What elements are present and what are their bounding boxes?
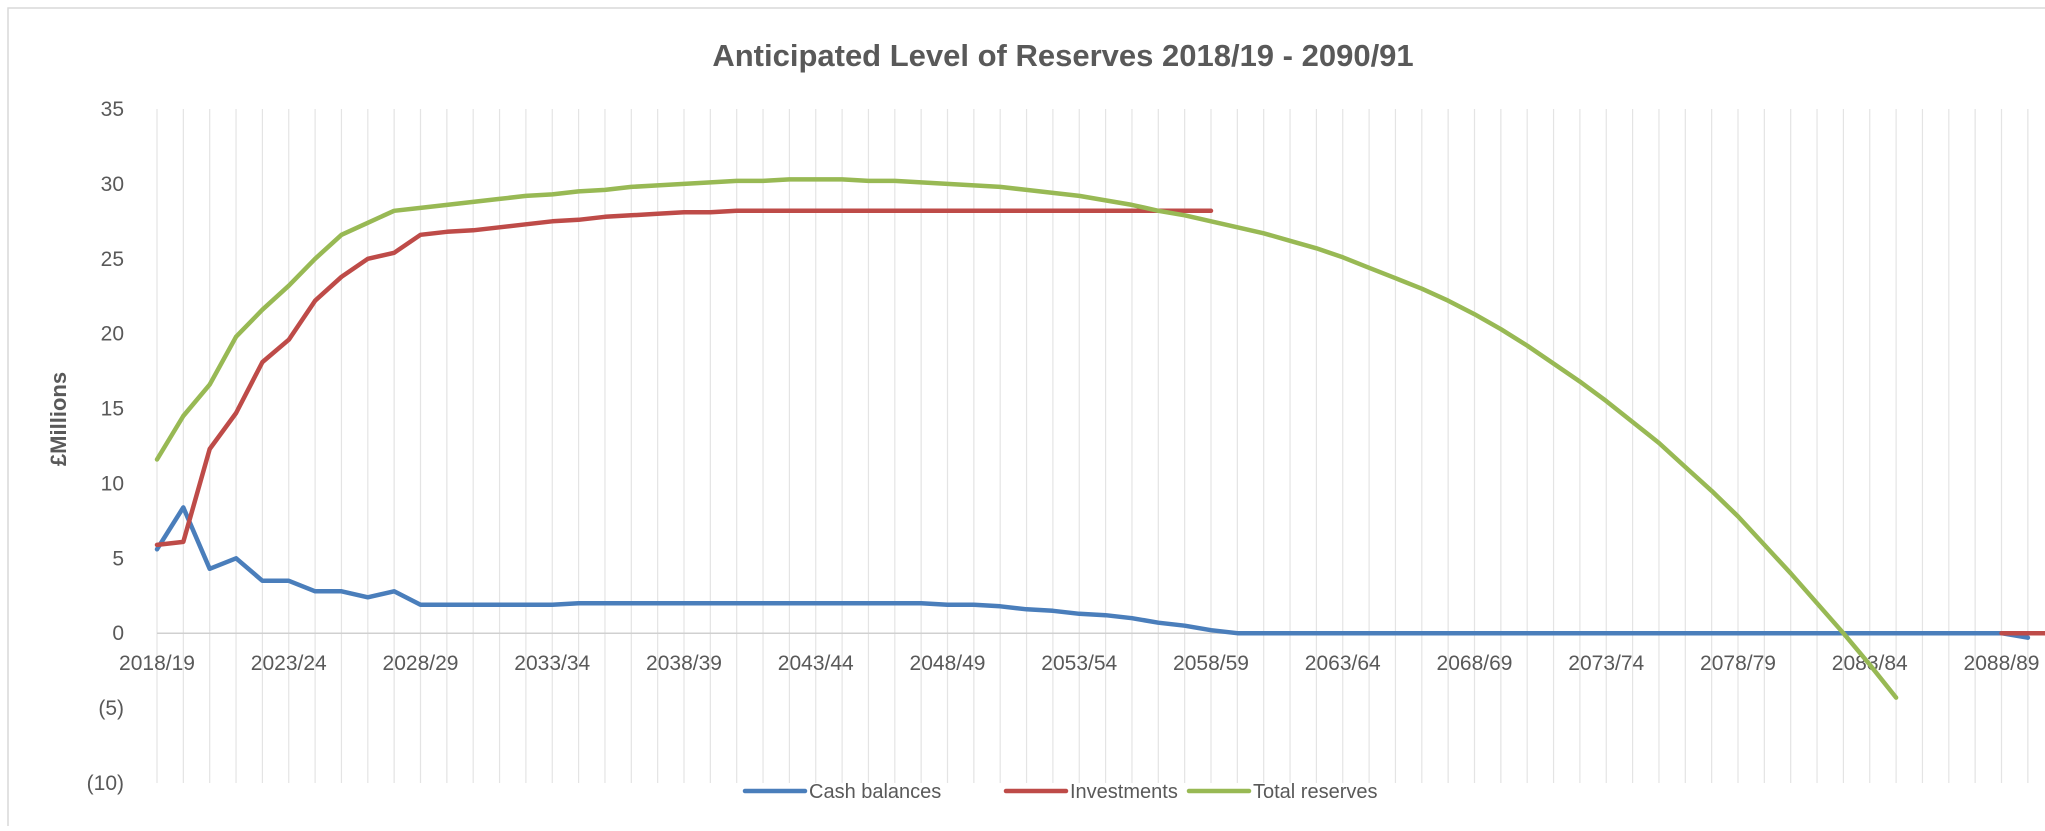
x-tick-label: 2033/34 [514,652,590,675]
x-tick-label: 2088/89 [1964,652,2040,675]
series-layer [154,177,2045,700]
x-tick-label: 2043/44 [778,652,854,675]
x-tick-label: 2053/54 [1041,652,1117,675]
x-tick-label: 2073/74 [1568,652,1644,675]
y-axis-label: £Millions [46,372,71,466]
legend: Cash balances Investments Total reserves [742,781,1378,803]
legend-label-cash-balances: Cash balances [809,781,941,803]
grid-layer [156,109,2045,783]
y-tick-label: 25 [101,248,124,271]
y-tick-label: (5) [98,697,124,720]
y-tick-label: 10 [101,472,124,495]
y-tick-label: 35 [101,98,124,121]
x-tick-label: 2038/39 [646,652,722,675]
series-line-total-reserves [154,177,1899,700]
legend-label-investments: Investments [1070,781,1178,803]
series-line-cash-balances [154,505,2031,640]
x-tick-label: 2048/49 [910,652,986,675]
series-line-investments [154,208,2045,636]
x-tick-label: 2023/24 [251,652,327,675]
y-tick-label: 0 [112,622,124,645]
y-tick-label: 5 [112,547,124,570]
chart-border [7,7,2045,831]
x-tick-label: 2063/64 [1305,652,1381,675]
x-axis-ticks: 2018/19 2023/24 2028/29 2033/34 2038/39 2043/… [119,652,2039,675]
x-tick-label: 2028/29 [383,652,459,675]
x-tick-label: 2018/19 [119,652,195,675]
y-tick-label: 15 [101,398,124,421]
y-tick-label: (10) [87,772,124,795]
x-tick-label: 2068/69 [1437,652,1513,675]
y-axis-ticks: 35 30 25 20 15 10 5 0 (5) (10) [87,98,124,795]
y-tick-label: 30 [101,173,124,196]
x-tick-label: 2058/59 [1173,652,1249,675]
legend-label-total-reserves: Total reserves [1253,781,1378,803]
y-tick-label: 20 [101,323,124,346]
chart-title: Anticipated Level of Reserves 2018/19 - … [712,38,1413,73]
x-tick-label: 2078/79 [1700,652,1776,675]
